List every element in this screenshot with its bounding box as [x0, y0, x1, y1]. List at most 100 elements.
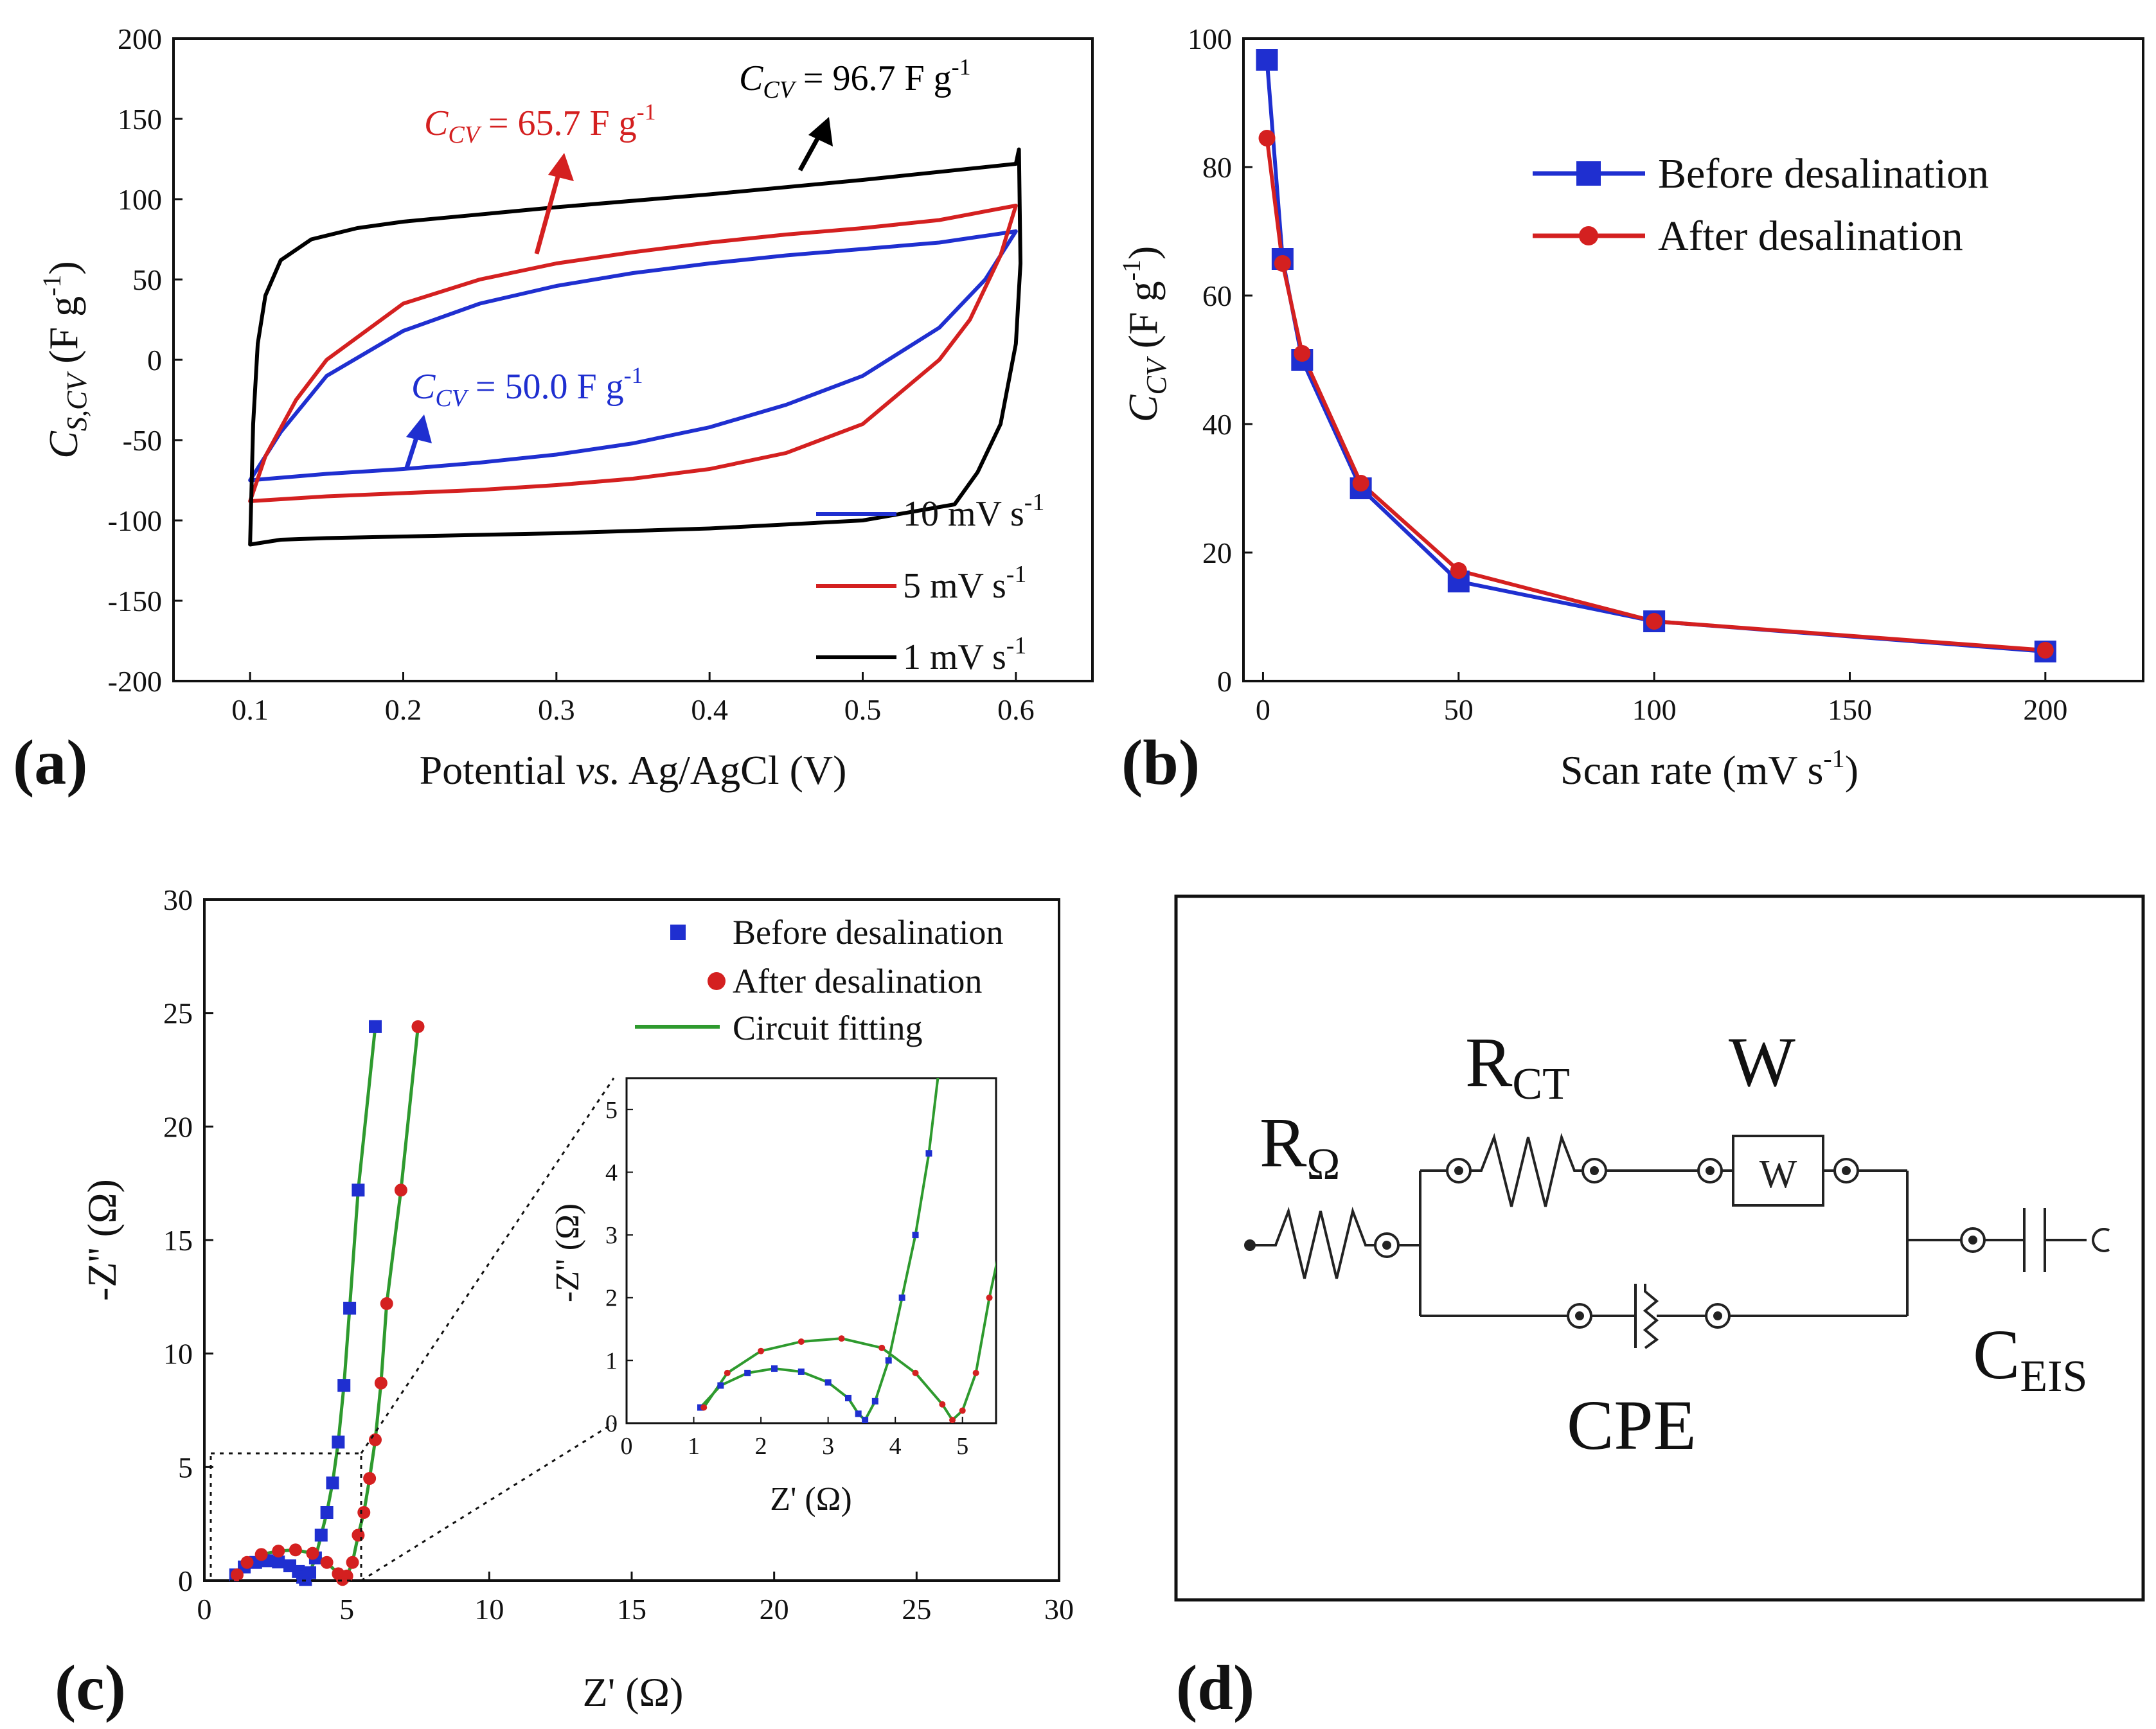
w-terminal-left-dot	[1706, 1166, 1715, 1175]
point-before	[885, 1357, 892, 1364]
circuit-wiring	[1244, 1133, 2110, 1349]
panel-label-a: (a)	[13, 727, 88, 798]
w-terminal-right-dot	[1842, 1166, 1851, 1175]
inset-x-tick-label: 2	[755, 1433, 767, 1460]
y-tick-label: 0	[1217, 665, 1232, 698]
point-before	[332, 1435, 345, 1449]
legend-10mv-label: 10 mV s-1	[903, 489, 1044, 534]
y-tick-label: 100	[1188, 22, 1232, 55]
point-before	[952, 880, 959, 887]
legend-after-marker	[1579, 226, 1598, 245]
point-after	[972, 1369, 979, 1376]
legend-1mv-label: 1 mV s-1	[903, 632, 1026, 677]
label-r-ct: RCT	[1465, 1023, 1570, 1109]
point-after	[949, 1417, 956, 1423]
y-tick-label: -50	[123, 424, 162, 457]
legend-after-label: After desalination	[1658, 213, 1963, 260]
chart-b-frame	[1242, 37, 2144, 682]
point-after	[1040, 874, 1046, 881]
point-after	[1274, 255, 1291, 272]
rct-terminal-left-dot	[1454, 1166, 1463, 1175]
point-after	[1646, 613, 1663, 630]
inset-x-tick-label: 0	[621, 1433, 633, 1460]
label-r-omega: RΩ	[1260, 1103, 1340, 1189]
arrow-1mv-head	[808, 117, 833, 146]
point-after	[1026, 1031, 1033, 1038]
y-tick-label: 0	[178, 1565, 193, 1597]
point-before	[343, 1302, 357, 1315]
circuit-frame	[1174, 894, 2145, 1602]
chart-a: 0.1 0.2 0.3 0.4 0.5 0.6 -200 -150 -100 -50 0 50 100 1…	[13, 22, 1094, 798]
point-after	[838, 1335, 845, 1342]
point-after	[724, 1369, 731, 1376]
point-before	[326, 1476, 339, 1490]
x-tick-label: 25	[902, 1593, 931, 1626]
inset-frame	[625, 1077, 997, 1424]
y-tick-label: 100	[118, 183, 162, 216]
point-before	[925, 1150, 932, 1157]
y-tick-label: 150	[118, 103, 162, 136]
point-after	[999, 1232, 1006, 1238]
cpe-terminal-right-dot	[1713, 1311, 1722, 1320]
y-tick-label: 5	[178, 1451, 193, 1484]
inset-x-tick-label: 5	[956, 1433, 968, 1460]
point-after	[1013, 1138, 1019, 1144]
label-c-eis: CEIS	[1973, 1315, 2087, 1401]
panel-label-c: (c)	[55, 1652, 126, 1723]
x-tick-label: 0.3	[538, 693, 575, 726]
y-tick-label: -150	[108, 585, 162, 617]
point-before	[272, 1556, 285, 1569]
point-after	[230, 1568, 244, 1582]
y-tick-label: 15	[163, 1224, 193, 1257]
point-after	[1450, 562, 1467, 579]
inset-y-tick-label: 3	[605, 1222, 618, 1249]
rct-terminal-right-dot	[1590, 1166, 1599, 1175]
point-after	[2036, 642, 2054, 659]
chart-b-legend: Before desalination After desalination	[1533, 150, 1989, 260]
chart-a-ylabel: CS,CV (F g-1)	[37, 261, 93, 458]
ceis-terminal-dot	[1968, 1236, 1977, 1245]
series-line-0	[1265, 59, 2046, 653]
y-tick-label: 20	[1202, 536, 1232, 569]
x-tick-label: 10	[474, 1593, 504, 1626]
chart-b-ylabel: CCV (F g-1)	[1117, 246, 1172, 422]
point-after	[411, 1020, 425, 1033]
chart-a-xlabel: Potential vs. Ag/AgCl (V)	[420, 747, 847, 793]
cpe-plate-right	[1643, 1284, 1659, 1349]
point-after	[394, 1184, 407, 1197]
chart-c-ylabel: -Z'' (Ω)	[79, 1179, 125, 1301]
x-tick-label: 0.2	[385, 693, 422, 726]
input-node	[1244, 1239, 1256, 1251]
legend-5mv-label: 5 mV s-1	[903, 561, 1026, 606]
point-before	[862, 1417, 869, 1423]
point-before	[986, 341, 993, 348]
cpe-terminal-left-dot	[1575, 1311, 1584, 1320]
x-tick-label: 5	[339, 1593, 354, 1626]
point-before	[352, 1184, 365, 1197]
point-before	[1256, 49, 1278, 71]
point-after	[878, 1344, 886, 1351]
arrow-5mv-head	[548, 153, 574, 181]
point-before	[855, 1410, 862, 1417]
point-before	[697, 1404, 704, 1411]
point-after	[374, 1376, 388, 1390]
arrow-10mv-head	[406, 414, 432, 443]
point-after	[289, 1543, 302, 1557]
point-before	[771, 1365, 778, 1372]
point-after	[959, 1407, 966, 1414]
point-after	[912, 1369, 919, 1376]
chart-c-legend: Before desalination After desalination C…	[635, 913, 1003, 1047]
point-after	[369, 1433, 382, 1446]
point-after	[320, 1556, 334, 1569]
zoom-connector-bottom	[361, 1422, 614, 1582]
point-after	[272, 1545, 285, 1558]
y-tick-label: 25	[163, 997, 193, 1030]
point-after	[340, 1569, 353, 1583]
y-tick-label: 20	[163, 1110, 193, 1143]
point-after	[306, 1547, 319, 1560]
annotation-ccv-10mv: CCV = 50.0 F g-1	[411, 362, 643, 412]
r-omega-resistor	[1254, 1207, 1375, 1279]
zoom-region	[209, 1452, 362, 1582]
